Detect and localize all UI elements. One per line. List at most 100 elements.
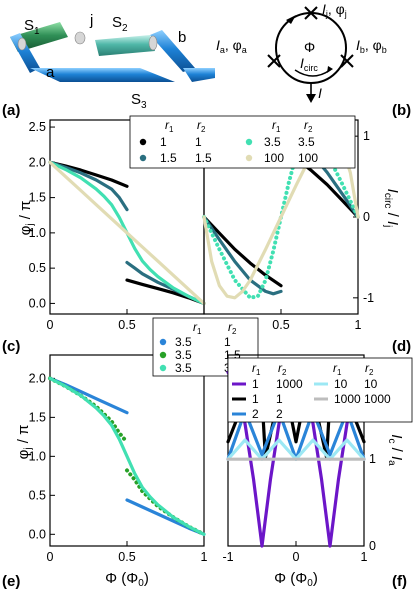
legend-f-r2-3: 10 <box>364 377 378 391</box>
series-c <box>48 160 206 305</box>
ytick-label-c-2: 1.0 <box>29 226 46 240</box>
legend-f-header-1: r2 <box>278 361 287 377</box>
legend-cd-header-3: r2 <box>304 118 313 134</box>
label-bias-i: I <box>318 85 322 101</box>
panel-label-b: (b) <box>392 102 411 119</box>
legend-e-r2-0: 1 <box>224 335 231 349</box>
legend-cd-r1-2: 3.5 <box>264 135 281 149</box>
legend-f-r2-2: 2 <box>276 407 283 421</box>
ytick-label-c-1: 0.5 <box>29 261 46 275</box>
xtick-label-d-2: 1 <box>355 318 362 332</box>
legend-f-r1-1: 1 <box>252 392 259 406</box>
panel-label-f: (f) <box>392 573 407 590</box>
pipe-lead-blue <box>183 68 215 82</box>
ytick-label-c-5: 2.5 <box>29 120 46 134</box>
legend-cd-swatch-1 <box>139 154 147 162</box>
panel-label-a: (a) <box>2 102 20 119</box>
label-ib: Ib, φb <box>356 37 387 55</box>
legend-e-header-0: r1 <box>193 320 202 336</box>
xlabel-f: Φ (Φ0) <box>274 570 318 589</box>
pipe-s2-teal <box>95 35 155 56</box>
junction-cross-a <box>267 54 281 68</box>
panel-label-c: (c) <box>2 338 20 355</box>
legend-f-r1-0: 1 <box>252 377 259 391</box>
label-j: j <box>89 12 93 29</box>
xtick-label-c-0: 0 <box>47 318 54 332</box>
legend-cd-r2-3: 100 <box>298 151 318 165</box>
arrow-top-icon <box>286 15 296 24</box>
series-c-1-seg-0 <box>48 160 129 212</box>
legend-cd-header-0: r1 <box>165 118 174 134</box>
ytick-label-e-3: 1.5 <box>29 410 46 424</box>
legend-e-swatch-1 <box>159 351 167 359</box>
ytick-label-e-4: 2.0 <box>29 371 46 385</box>
xtick-label-c-1: 0.5 <box>118 318 135 332</box>
label-icirc: Icirc <box>300 55 318 73</box>
legend-e-swatch-2 <box>159 364 167 372</box>
xtick-label-f-1: 0 <box>293 550 300 564</box>
legend-f-r2-0: 1000 <box>276 377 303 391</box>
xtick-label-f-0: -1 <box>222 550 233 564</box>
legend-f-r1-2: 2 <box>252 407 259 421</box>
legend-cd-r1-1: 1.5 <box>160 151 177 165</box>
panel-a-device: S1 S2 S3 a b j (a) <box>2 12 215 119</box>
legend-f-r2-4: 1000 <box>364 392 391 406</box>
legend-f-header-3: r2 <box>365 361 374 377</box>
series-c-3-seg-0 <box>48 160 206 305</box>
label-ia: Ia, φa <box>216 37 247 55</box>
label-s3: S3 <box>131 91 147 111</box>
legend-f-box <box>227 357 413 423</box>
ytick-label-d-2: 1 <box>363 129 370 143</box>
xtick-label-f-2: 1 <box>361 550 368 564</box>
legend-cd-swatch-0 <box>139 138 147 146</box>
ytick-label-f-0: 0 <box>369 539 376 553</box>
ylabel-c: φj / π <box>17 201 36 236</box>
ytick-label-d-1: 0 <box>363 210 370 224</box>
axes-frame-e <box>49 354 205 547</box>
ytick-label-f-1: 1 <box>369 452 376 466</box>
xtick-label-d-1: 0.5 <box>272 318 289 332</box>
legend-e-swatch-0 <box>159 338 167 346</box>
ticks-e: 0.0 0.5 1.0 1.5 2.0 0 0.5 1 <box>29 371 208 564</box>
legend-e-r1-0: 3.5 <box>175 335 192 349</box>
legend-cd-header-2: r1 <box>272 118 281 134</box>
legend-f-r2-1: 1 <box>276 392 283 406</box>
legend-cd-r2-0: 1 <box>195 135 202 149</box>
ytick-label-e-2: 1.0 <box>29 449 46 463</box>
legend-cd-box <box>129 115 356 169</box>
legend-f-header-0: r1 <box>252 361 261 377</box>
ytick-label-c-4: 2.0 <box>29 155 46 169</box>
panel-e-plot: 0.0 0.5 1.0 1.5 2.0 0 0.5 1 φj / π Φ (Φ0) (e) <box>2 354 208 590</box>
circulating-arrowhead-icon <box>327 66 333 73</box>
series-e-2-seg-0 <box>48 376 206 536</box>
pipe-left-blue <box>10 33 40 73</box>
junction-a <box>17 37 27 51</box>
junction-cross-j <box>304 6 318 20</box>
junction-cross-b <box>340 54 354 68</box>
label-s2: S2 <box>112 14 128 34</box>
legend-cd-r2-2: 3.5 <box>298 135 315 149</box>
xtick-label-e-0: 0 <box>47 550 54 564</box>
ytick-label-c-0: 0.0 <box>29 296 46 310</box>
ylabel-f: Ic / Ia <box>386 434 405 466</box>
label-a: a <box>46 64 55 81</box>
ylabel-d: Icirc / Ij <box>382 189 401 228</box>
legend-cd-swatch-3 <box>245 154 253 162</box>
xtick-label-e-2: 1 <box>201 550 208 564</box>
panel-b-circuit: Ij, φj Ia, φa Ib, φb Φ Icirc I (b) <box>216 1 411 119</box>
label-b: b <box>178 29 186 46</box>
bias-arrow-icon <box>306 94 316 103</box>
legend-e-r1-2: 3.5 <box>175 361 192 375</box>
panel-c-plot: 0.0 0.5 1.0 1.5 2.0 2.5 0 0.5 1 φj / π (c) <box>2 119 208 355</box>
legend-cd-swatch-2 <box>245 138 253 146</box>
legend-e-header-1: r2 <box>228 320 237 336</box>
legend-f-r1-3: 10 <box>334 377 348 391</box>
ylabel-e: φj / π <box>15 425 34 460</box>
ytick-label-e-1: 0.5 <box>29 488 46 502</box>
junction-b <box>148 35 158 51</box>
ytick-label-c-3: 1.5 <box>29 191 46 205</box>
legend-cd-header-1: r2 <box>197 118 206 134</box>
